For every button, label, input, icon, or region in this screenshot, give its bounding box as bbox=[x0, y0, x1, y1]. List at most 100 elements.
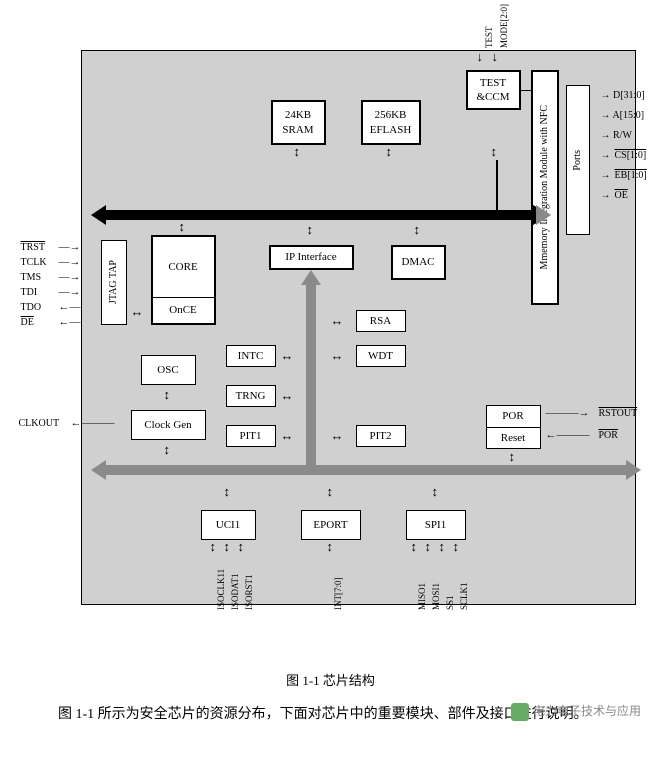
sig-tclk: TCLK bbox=[21, 257, 47, 268]
sig-isodat: ISODAT1 bbox=[230, 573, 240, 610]
label: 256KB bbox=[375, 108, 407, 122]
bidir-arrow-icon: ↕ bbox=[307, 223, 314, 236]
sig-por: POR bbox=[599, 430, 618, 441]
block-eport: EPORT bbox=[301, 510, 361, 540]
arrow-icon: ←— bbox=[59, 317, 81, 328]
bidir-arrow-icon: ↔ bbox=[281, 389, 294, 402]
sig-mode: MODE[2:0] bbox=[499, 4, 509, 48]
label: CORE bbox=[168, 237, 197, 297]
sig-test: TEST bbox=[484, 27, 494, 49]
arrow-icon: ←——— bbox=[546, 430, 590, 441]
block-eflash: 256KB EFLASH bbox=[361, 100, 421, 145]
bidir-arrow-icon: ↔ bbox=[331, 349, 344, 362]
bidir-arrow-icon: ↕ bbox=[224, 540, 231, 553]
sig-a: → A[15:0] bbox=[601, 110, 645, 121]
bidir-arrow-icon: ↕ bbox=[294, 145, 301, 158]
bidir-arrow-icon: ↕ bbox=[224, 485, 231, 498]
chip-diagram: TEST MODE[2:0] ↓ ↓ TEST &CCM 24KB SRAM ↕… bbox=[11, 10, 651, 660]
bidir-arrow-icon: ↕ bbox=[164, 443, 171, 456]
block-wdt: WDT bbox=[356, 345, 406, 367]
arrow-icon: → bbox=[601, 190, 611, 201]
sig-sclk: SCLK1 bbox=[459, 582, 469, 610]
sig-miso: MISO1 bbox=[417, 583, 427, 610]
bus-arrow-icon bbox=[626, 460, 641, 480]
bidir-arrow-icon: ↕ bbox=[439, 540, 446, 553]
bidir-arrow-icon: ↕ bbox=[411, 540, 418, 553]
block-mim: Mmemory Integration Module with NFC bbox=[531, 70, 559, 305]
gray-bus bbox=[106, 465, 626, 475]
label: JTAG TAP bbox=[107, 260, 120, 304]
block-dmac: DMAC bbox=[391, 245, 446, 280]
arrow-icon: ↓ bbox=[477, 50, 484, 63]
arrow-icon: —→ bbox=[59, 272, 81, 283]
sig-int: INT[7:0] bbox=[333, 578, 343, 611]
label: Reset bbox=[487, 428, 540, 449]
bidir-arrow-icon: ↕ bbox=[179, 220, 186, 233]
label: POR bbox=[487, 406, 540, 427]
block-ports: Ports bbox=[566, 85, 590, 235]
sig-ss: SS1 bbox=[445, 595, 455, 610]
arrow-icon: ↓ bbox=[492, 50, 499, 63]
arrow-icon: —→ bbox=[59, 242, 81, 253]
bidir-arrow-icon: ↔ bbox=[331, 314, 344, 327]
block-sram: 24KB SRAM bbox=[271, 100, 326, 145]
block-jtag: JTAG TAP bbox=[101, 240, 127, 325]
bidir-arrow-icon: ↕ bbox=[432, 485, 439, 498]
bidir-arrow-icon: ↕ bbox=[425, 540, 432, 553]
black-bus bbox=[106, 210, 536, 220]
sig-cs: CS[1:0] bbox=[615, 150, 647, 161]
sig-d: → D[31:0] bbox=[601, 90, 645, 101]
bidir-arrow-icon: ↕ bbox=[453, 540, 460, 553]
sig-tms: TMS bbox=[21, 272, 42, 283]
gray-vbus bbox=[306, 285, 316, 465]
bidir-arrow-icon: ↕ bbox=[164, 388, 171, 401]
block-pit1: PIT1 bbox=[226, 425, 276, 447]
bidir-arrow-icon: ↕ bbox=[509, 450, 516, 463]
bus-arrow-icon bbox=[301, 270, 321, 285]
sig-clkout: CLKOUT bbox=[19, 418, 60, 429]
sig-trst: TRST bbox=[21, 242, 45, 253]
arrow-icon: —→ bbox=[59, 257, 81, 268]
bidir-arrow-icon: ↕ bbox=[210, 540, 217, 553]
label: EFLASH bbox=[370, 123, 412, 137]
arrow-icon: —→ bbox=[59, 287, 81, 298]
arrow-icon: → bbox=[601, 150, 611, 161]
bidir-arrow-icon: ↕ bbox=[491, 145, 498, 158]
bidir-arrow-icon: ↕ bbox=[327, 485, 334, 498]
bidir-arrow-icon: ↕ bbox=[238, 540, 245, 553]
bus-arrow-icon bbox=[91, 205, 106, 225]
wechat-icon bbox=[511, 703, 529, 721]
block-rsa: RSA bbox=[356, 310, 406, 332]
block-por-reset: POR Reset bbox=[486, 405, 541, 449]
sig-eb: EB[1:0] bbox=[615, 170, 647, 181]
bus-arrow-icon bbox=[91, 460, 106, 480]
sig-tdo: TDO bbox=[21, 302, 42, 313]
label: &CCM bbox=[476, 90, 509, 104]
bus-arrow-icon bbox=[536, 205, 551, 225]
watermark: 电力电子技术与应用 bbox=[511, 702, 641, 721]
label: TEST bbox=[480, 76, 506, 90]
sig-de: DE bbox=[21, 317, 34, 328]
bidir-arrow-icon: ↕ bbox=[327, 540, 334, 553]
block-uci1: UCI1 bbox=[201, 510, 256, 540]
arrow-icon: → bbox=[601, 170, 611, 181]
label: Ports bbox=[571, 150, 584, 171]
bidir-arrow-icon: ↔ bbox=[281, 429, 294, 442]
bidir-arrow-icon: ↔ bbox=[331, 429, 344, 442]
bidir-arrow-icon: ↕ bbox=[414, 223, 421, 236]
label: 24KB bbox=[285, 108, 311, 122]
block-pit2: PIT2 bbox=[356, 425, 406, 447]
block-intc: INTC bbox=[226, 345, 276, 367]
arrow-icon: ←— bbox=[59, 302, 81, 313]
connector bbox=[521, 90, 531, 91]
bidir-arrow-icon: ↕ bbox=[386, 145, 393, 158]
figure-caption: 图 1-1 芯片结构 bbox=[0, 670, 661, 689]
block-ipif: IP Interface bbox=[269, 245, 354, 270]
block-clkgen: Clock Gen bbox=[131, 410, 206, 440]
sig-tdi: TDI bbox=[21, 287, 38, 298]
arrow-icon: ←——— bbox=[71, 418, 115, 429]
label: Mmemory Integration Module with NFC bbox=[538, 105, 551, 269]
sig-rstout: RSTOUT bbox=[599, 408, 638, 419]
block-osc: OSC bbox=[141, 355, 196, 385]
arrow-icon: ———→ bbox=[546, 408, 590, 419]
